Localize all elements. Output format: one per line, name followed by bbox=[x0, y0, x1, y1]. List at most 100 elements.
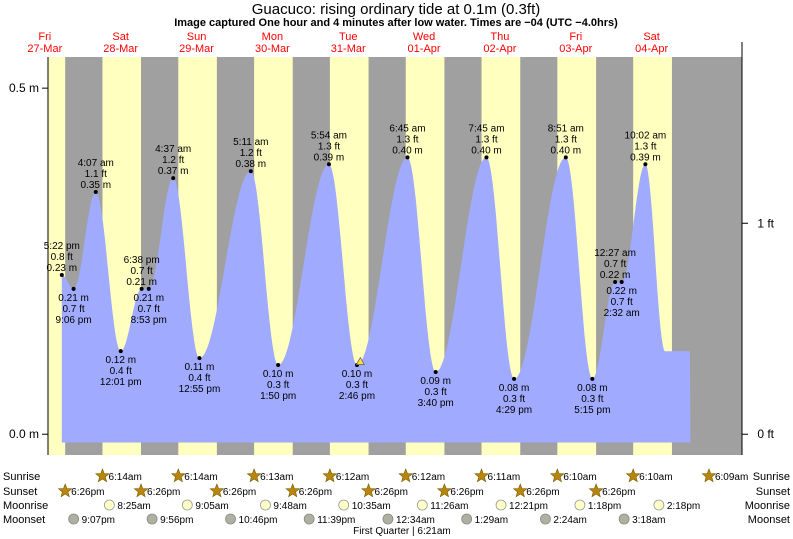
sunrise-time: 6:12am bbox=[336, 472, 369, 483]
moonrise-time: 9:48am bbox=[273, 501, 306, 512]
chart-subtitle: Image captured One hour and 4 minutes af… bbox=[174, 17, 618, 29]
day-name: Sun bbox=[187, 31, 207, 43]
high-tide-time-label: 5:22 pm bbox=[44, 241, 80, 252]
low-tide-time-label: 4:29 pm bbox=[496, 405, 532, 416]
day-name: Wed bbox=[413, 31, 435, 43]
tide-point bbox=[563, 155, 568, 160]
high-tide-value-label: 0.37 m bbox=[158, 166, 189, 177]
tide-point bbox=[197, 356, 202, 361]
day-date: 04-Apr bbox=[635, 43, 668, 55]
day-headers: Fri27-MarSat28-MarSun29-MarMon30-MarTue3… bbox=[27, 31, 668, 55]
tide-point bbox=[171, 176, 176, 181]
low-tide-time-label: 1:50 pm bbox=[260, 391, 296, 402]
tide-point bbox=[139, 286, 144, 291]
day-name: Tue bbox=[339, 31, 358, 43]
low-tide-value-label: 0.7 ft bbox=[611, 297, 633, 308]
low-tide-value-label: 0.10 m bbox=[342, 369, 373, 380]
moonset-time: 12:34am bbox=[396, 515, 435, 526]
axes: 0.0 m 0.5 m 0 ft 1 ft bbox=[9, 42, 775, 455]
day-date: 27-Mar bbox=[27, 43, 62, 55]
high-tide-value-label: 0.8 ft bbox=[51, 252, 73, 263]
high-tide-time-label: 7:45 am bbox=[468, 123, 504, 134]
moonrise-time: 8:25am bbox=[117, 501, 150, 512]
sunset-time: 6:26pm bbox=[223, 487, 256, 498]
low-tide-value-label: 0.4 ft bbox=[188, 373, 210, 384]
astronomy-rows: Sunrise Sunrise Sunset Sunset Moonrise Moonri… bbox=[3, 468, 790, 537]
sunrise-row-label-left: Sunrise bbox=[3, 471, 40, 483]
moonrise-icon bbox=[260, 499, 271, 511]
tide-point bbox=[433, 369, 438, 374]
sunrise-time: 6:11am bbox=[488, 472, 521, 483]
high-tide-value-label: 0.7 ft bbox=[604, 259, 626, 270]
sunset-icon bbox=[285, 483, 301, 498]
day-date: 31-Mar bbox=[331, 43, 366, 55]
sunset-icon bbox=[209, 483, 225, 498]
sunrise-time: 6:14am bbox=[184, 472, 217, 483]
moonset-icon bbox=[303, 513, 315, 525]
low-tide-value-label: 0.11 m bbox=[185, 362, 215, 373]
tide-area bbox=[61, 157, 691, 443]
day-name: Sat bbox=[643, 31, 660, 43]
moonrise-time: 11:26am bbox=[430, 501, 468, 512]
sunset-time: 6:26pm bbox=[526, 487, 559, 498]
high-tide-value-label: 0.39 m bbox=[314, 152, 345, 163]
low-tide-value-label: 0.4 ft bbox=[110, 366, 132, 377]
day-name: Mon bbox=[262, 31, 283, 43]
high-tide-time-label: 5:54 am bbox=[311, 130, 347, 141]
moonrise-icon bbox=[103, 499, 115, 511]
moonrise-time: 2:18pm bbox=[667, 501, 700, 512]
tide-point bbox=[93, 189, 98, 194]
tide-series-area bbox=[61, 157, 691, 443]
tide-point bbox=[59, 273, 64, 278]
moonrise-icon bbox=[653, 499, 665, 511]
sunrise-icon bbox=[474, 468, 490, 483]
high-tide-value-label: 1.2 ft bbox=[162, 155, 184, 166]
tide-point bbox=[118, 349, 123, 354]
low-tide-value-label: 0.12 m bbox=[105, 355, 136, 366]
day-date: 30-Mar bbox=[255, 43, 290, 55]
low-tide-value-label: 0.22 m bbox=[606, 286, 637, 297]
sunset-icon bbox=[512, 483, 528, 498]
low-tide-value-label: 0.3 ft bbox=[267, 380, 289, 391]
moonset-icon bbox=[540, 513, 551, 525]
high-tide-value-label: 0.38 m bbox=[236, 159, 267, 170]
current-tide-marker bbox=[355, 356, 366, 365]
chart-title: Guacuco: rising ordinary tide at 0.1m (0… bbox=[252, 1, 540, 18]
high-tide-time-label: 6:38 pm bbox=[124, 255, 160, 266]
moonrise-icon bbox=[338, 499, 350, 511]
low-tide-time-label: 12:55 pm bbox=[179, 384, 221, 395]
tide-point bbox=[276, 363, 281, 368]
daylight-band bbox=[48, 57, 66, 455]
high-tide-value-label: 1.3 ft bbox=[396, 134, 418, 145]
sunrise-icon bbox=[94, 468, 110, 483]
high-tide-value-label: 0.40 m bbox=[551, 145, 582, 156]
sunset-icon bbox=[133, 483, 149, 498]
high-tide-value-label: 1.3 ft bbox=[475, 134, 497, 145]
high-tide-value-label: 0.40 m bbox=[392, 145, 423, 156]
high-tide-time-label: 6:45 am bbox=[389, 123, 425, 134]
tide-point bbox=[619, 279, 624, 284]
low-tide-value-label: 0.10 m bbox=[263, 369, 294, 380]
moonset-icon bbox=[225, 513, 236, 525]
tide-point bbox=[248, 169, 253, 174]
high-tide-time-label: 10:02 am bbox=[625, 130, 667, 141]
high-tide-value-label: 1.2 ft bbox=[240, 148, 262, 159]
right-tick-label: 1 ft bbox=[757, 216, 774, 230]
low-tide-time-label: 12:01 pm bbox=[100, 377, 142, 388]
sunset-time: 6:26pm bbox=[375, 487, 408, 498]
sunset-time: 6:26pm bbox=[602, 487, 635, 498]
moonset-icon bbox=[68, 513, 80, 525]
moonrise-icon bbox=[416, 499, 428, 511]
moonrise-icon bbox=[574, 499, 586, 511]
sunset-time: 6:26pm bbox=[450, 487, 483, 498]
high-tide-value-label: 1.1 ft bbox=[85, 169, 107, 180]
left-tick-label: 0.5 m bbox=[9, 81, 39, 95]
tide-point bbox=[512, 376, 517, 381]
high-tide-value-label: 0.23 m bbox=[47, 263, 78, 274]
moonrise-time: 1:18pm bbox=[588, 501, 621, 512]
moonrise-row-label-right: Moonrise bbox=[745, 500, 790, 512]
tide-point bbox=[146, 286, 151, 291]
sunrise-time: 6:13am bbox=[260, 472, 293, 483]
sunrise-time: 6:12am bbox=[412, 472, 445, 483]
